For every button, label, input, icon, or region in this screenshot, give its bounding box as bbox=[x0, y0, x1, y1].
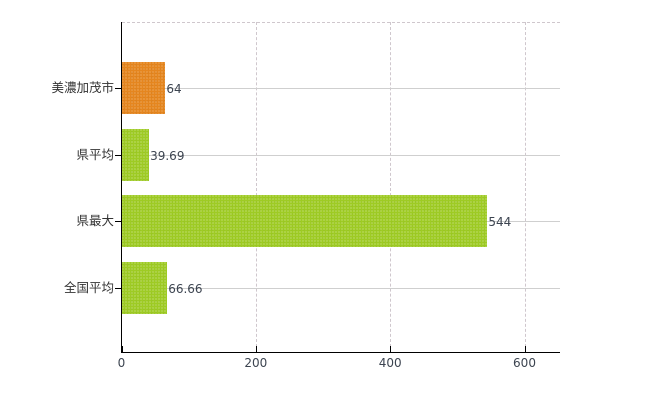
y-axis-tick-1 bbox=[115, 88, 122, 89]
x-axis-tick-0 bbox=[121, 346, 123, 353]
gridline-horizontal-row-1 bbox=[122, 88, 560, 89]
x-axis-tick-600 bbox=[524, 346, 526, 353]
y-axis-label-row-2: 県平均 bbox=[76, 146, 114, 162]
y-axis-tick-2 bbox=[115, 154, 122, 156]
value-label-row-2: 39.69 bbox=[150, 148, 185, 163]
y-axis-label-row-4: 全国平均 bbox=[63, 279, 114, 295]
bar-row-3[interactable] bbox=[122, 195, 487, 247]
bar-row-1[interactable] bbox=[122, 62, 165, 114]
x-axis-tick-label-600: 600 bbox=[513, 356, 536, 370]
x-axis-tick-200 bbox=[255, 346, 257, 353]
gridline-horizontal-row-2 bbox=[122, 154, 560, 156]
x-axis-tick-400 bbox=[390, 346, 392, 353]
gridline-vertical-600 bbox=[524, 22, 526, 352]
plot-top-gridline bbox=[122, 22, 560, 23]
x-axis-tick-label-400: 400 bbox=[378, 356, 402, 370]
value-label-row-1: 64 bbox=[166, 82, 182, 96]
gridline-vertical-400 bbox=[390, 22, 392, 352]
bar-row-4[interactable] bbox=[122, 261, 167, 314]
bar-row-2[interactable] bbox=[122, 128, 149, 181]
x-axis-line bbox=[121, 351, 560, 353]
y-axis-line bbox=[121, 22, 123, 353]
y-axis-label-row-3: 県最大 bbox=[76, 213, 114, 228]
gridline-horizontal-row-4 bbox=[122, 287, 560, 289]
y-axis-tick-4 bbox=[115, 287, 122, 289]
x-axis-tick-label-0: 0 bbox=[117, 356, 126, 370]
y-axis-label-row-1: 美濃加茂市 bbox=[51, 80, 114, 95]
value-label-row-3: 544 bbox=[488, 215, 512, 229]
y-axis-tick-3 bbox=[115, 221, 122, 222]
x-axis-tick-label-200: 200 bbox=[244, 356, 268, 370]
gridline-vertical-200 bbox=[255, 22, 257, 352]
value-label-row-4: 66.66 bbox=[168, 281, 203, 296]
